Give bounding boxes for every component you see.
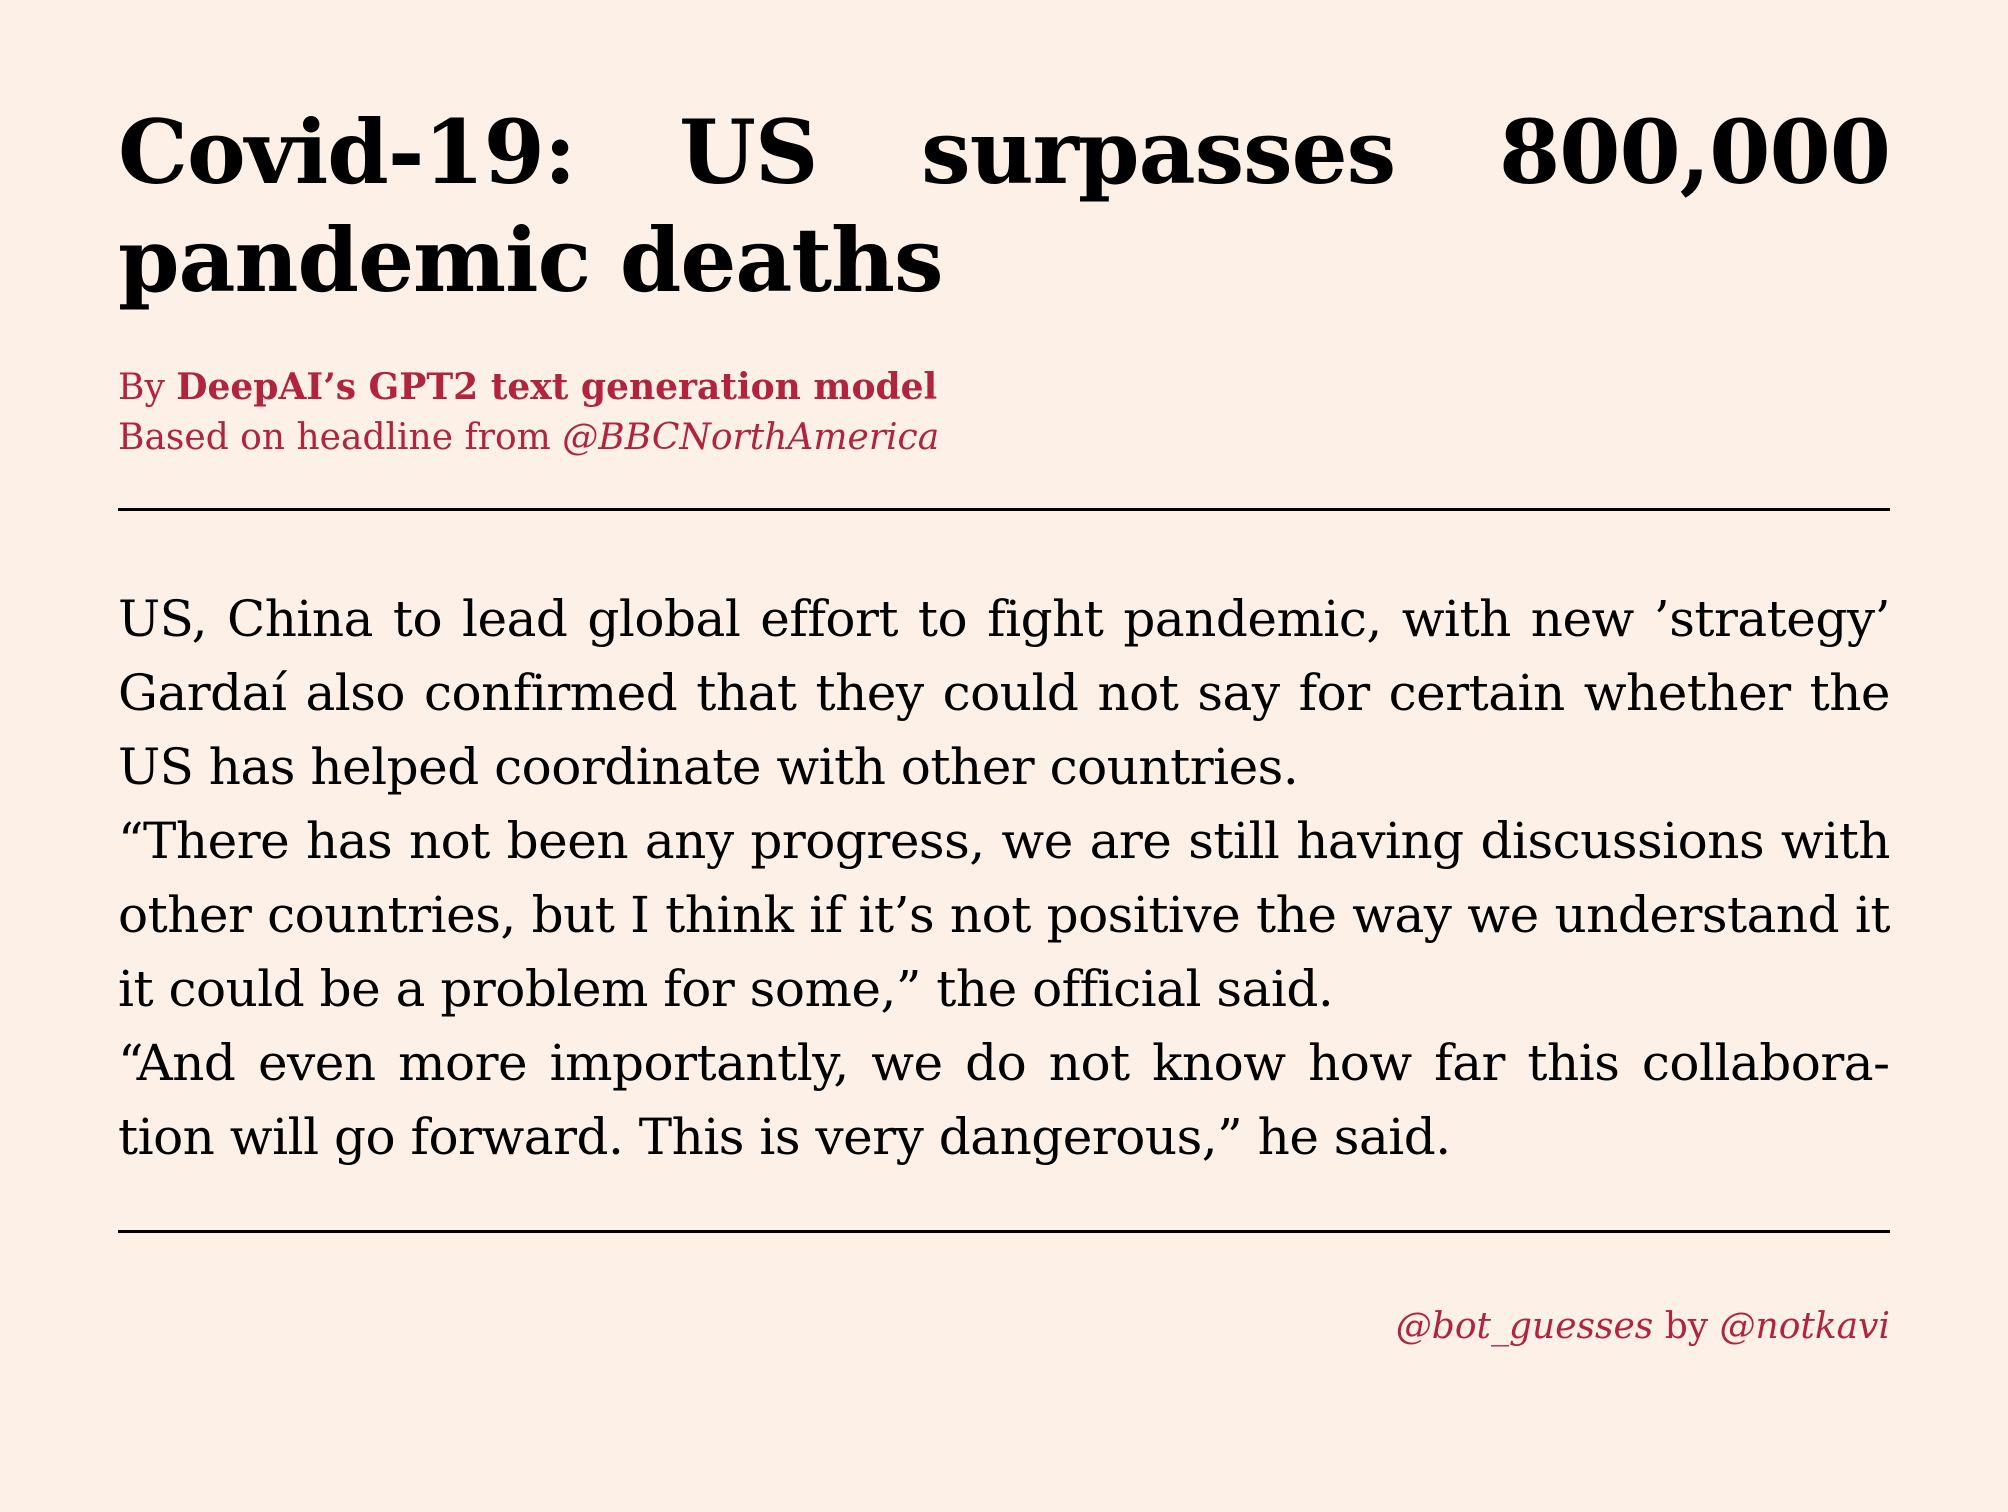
footer-credit: @bot_guesses by @notkavi <box>1396 1302 1890 1352</box>
byline-author: DeepAI’s GPT2 text generation model <box>176 366 938 408</box>
footer-bot-handle[interactable]: @bot_guesses <box>1395 1306 1654 1347</box>
article-title: Covid-19: US surpasses 800,000 pan­demic… <box>118 100 1891 312</box>
byline: By DeepAI’s GPT2 text generation model B… <box>118 362 1890 463</box>
byline-prefix: By <box>118 367 177 408</box>
body-paragraph: “There has not been any progress, we are… <box>118 812 1891 1018</box>
footer-by-text: by <box>1653 1306 1720 1347</box>
footer-author-handle[interactable]: @notkavi <box>1719 1306 1890 1347</box>
body-paragraph: “And even more importantly, we do not kn… <box>118 1034 1891 1166</box>
byline-author-line: By DeepAI’s GPT2 text generation model <box>118 362 1890 413</box>
byline-source-prefix: Based on headline from <box>118 417 563 458</box>
bottom-divider <box>118 1230 1890 1233</box>
body-paragraph: US, China to lead global effort to fight… <box>118 590 1891 796</box>
byline-source-handle[interactable]: @BBCNorthAmerica <box>562 417 940 458</box>
top-divider <box>118 508 1890 511</box>
article-body: US, China to lead global effort to fight… <box>118 582 1891 1174</box>
byline-source-line: Based on headline from @BBCNorthAmerica <box>118 413 1890 463</box>
